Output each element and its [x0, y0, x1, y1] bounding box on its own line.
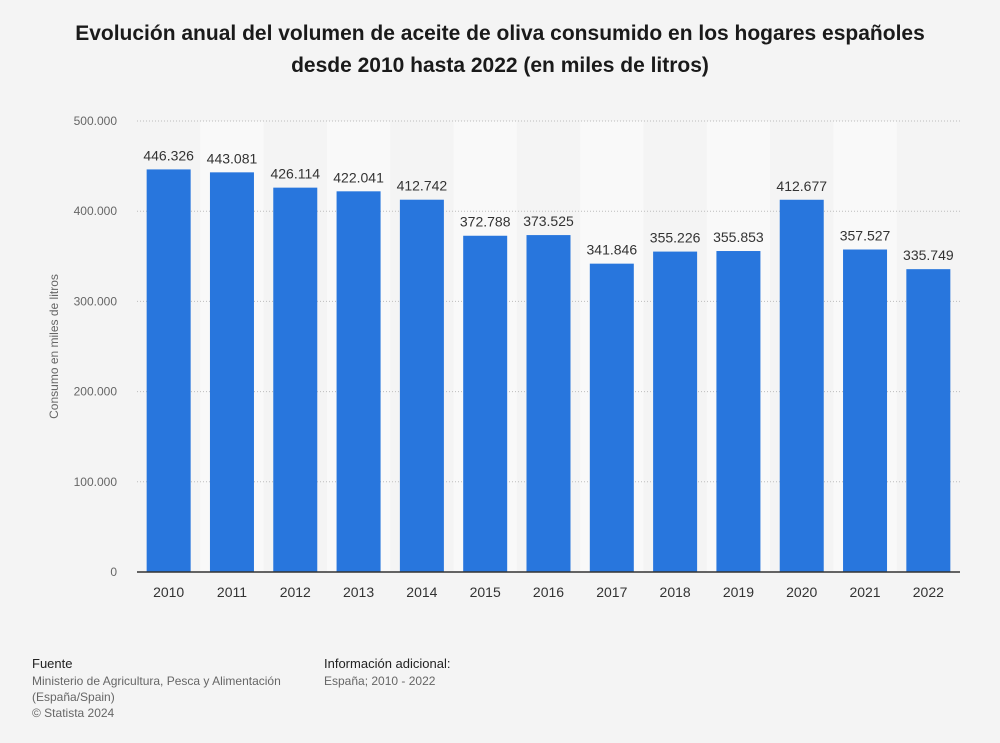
y-tick-label: 400.000 — [74, 204, 118, 218]
y-axis-label: Consumo en miles de litros — [47, 274, 61, 419]
bar-value-label: 426.114 — [270, 166, 320, 182]
bar — [779, 199, 824, 572]
bar — [843, 249, 888, 572]
bar-value-label: 355.853 — [713, 229, 764, 245]
bar-value-label: 355.226 — [650, 230, 701, 246]
x-tick-label: 2013 — [343, 584, 374, 600]
y-tick-label: 500.000 — [74, 114, 118, 128]
x-tick-label: 2022 — [913, 584, 944, 600]
y-tick-label: 100.000 — [74, 475, 118, 489]
bar — [526, 235, 571, 572]
bar — [209, 172, 254, 572]
additional-info-heading: Información adicional: — [324, 656, 451, 671]
copyright: © Statista 2024 — [32, 706, 115, 720]
bar-value-label: 446.326 — [143, 147, 194, 163]
bar — [463, 235, 508, 572]
source-block: Fuente Ministerio de Agricultura, Pesca … — [32, 656, 281, 721]
y-tick-label: 300.000 — [74, 294, 118, 308]
x-tick-label: 2015 — [470, 584, 501, 600]
bar-value-label: 373.525 — [523, 213, 574, 229]
bar-value-label: 422.041 — [333, 169, 384, 185]
additional-info-block: Información adicional: España; 2010 - 20… — [324, 656, 450, 689]
y-tick-label: 200.000 — [74, 385, 118, 399]
x-tick-label: 2020 — [786, 584, 817, 600]
bar — [716, 251, 761, 572]
x-tick-label: 2019 — [723, 584, 754, 600]
x-tick-label: 2010 — [153, 584, 184, 600]
bar-value-label: 357.527 — [840, 228, 891, 244]
y-tick-label: 0 — [110, 565, 117, 579]
chart-title-line-2: desde 2010 hasta 2022 (en miles de litro… — [291, 54, 709, 77]
x-tick-label: 2017 — [596, 584, 627, 600]
bar — [653, 251, 698, 572]
bar — [146, 169, 191, 572]
bar-chart: 0 100.000 200.000 300.000 400.000 500.000 Cons… — [47, 114, 960, 600]
bar-value-label: 443.081 — [207, 150, 258, 166]
source-line-2: (España/Spain) — [32, 690, 115, 704]
bar-value-label: 412.677 — [776, 178, 827, 194]
bar — [906, 269, 951, 572]
x-tick-label: 2021 — [849, 584, 880, 600]
bar-value-label: 372.788 — [460, 214, 511, 230]
bar-value-label: 341.846 — [587, 242, 638, 258]
bar-value-label: 335.749 — [903, 247, 954, 263]
bar — [336, 191, 381, 572]
bar — [273, 187, 318, 572]
x-tick-label: 2016 — [533, 584, 564, 600]
bar-value-label: 412.742 — [397, 178, 448, 194]
x-tick-label: 2012 — [280, 584, 311, 600]
source-heading: Fuente — [32, 656, 73, 671]
x-tick-label: 2014 — [406, 584, 437, 600]
chart-title-line-1: Evolución anual del volumen de aceite de… — [75, 22, 925, 45]
bar — [399, 199, 444, 572]
x-tick-label: 2011 — [217, 584, 247, 600]
x-tick-label: 2018 — [660, 584, 691, 600]
source-line-1: Ministerio de Agricultura, Pesca y Alime… — [32, 674, 281, 688]
additional-info-text: España; 2010 - 2022 — [324, 674, 436, 688]
chart-title: Evolución anual del volumen de aceite de… — [40, 18, 960, 82]
bar — [589, 263, 634, 572]
